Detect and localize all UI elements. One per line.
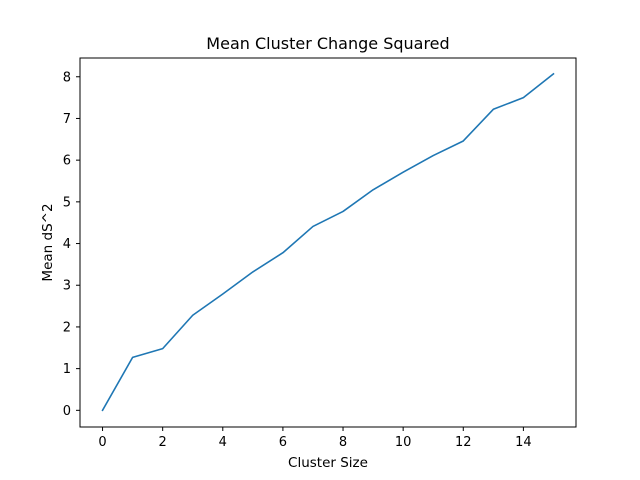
x-tick-label: 8 — [339, 435, 347, 450]
x-axis-title: Cluster Size — [288, 455, 368, 471]
axes-frame — [79, 57, 577, 428]
y-tick-label: 1 — [63, 362, 71, 377]
y-axis: 0 1 2 3 4 5 6 7 8 — [63, 70, 80, 419]
y-tick-label: 3 — [63, 279, 71, 294]
x-tick-label: 4 — [219, 435, 227, 450]
x-tick-label: 12 — [455, 435, 472, 450]
x-tick-label: 6 — [279, 435, 287, 450]
x-tick-label: 14 — [515, 435, 532, 450]
series-line — [101, 72, 555, 412]
x-tick-label: 10 — [395, 435, 412, 450]
y-axis-title: Mean dS^2 — [40, 203, 56, 281]
y-tick-label: 5 — [63, 195, 71, 210]
y-tick-label: 2 — [63, 320, 71, 335]
chart-title: Mean Cluster Change Squared — [206, 34, 449, 53]
x-axis: 0 2 4 6 8 10 12 14 — [98, 427, 532, 450]
series-layer — [101, 72, 555, 412]
y-tick-label: 6 — [63, 154, 71, 169]
y-tick-label: 7 — [63, 112, 71, 127]
y-tick-label: 0 — [63, 404, 71, 419]
y-tick-label: 4 — [63, 237, 71, 252]
x-tick-label: 0 — [98, 435, 106, 450]
y-tick-label: 8 — [63, 70, 71, 85]
x-tick-label: 2 — [159, 435, 167, 450]
